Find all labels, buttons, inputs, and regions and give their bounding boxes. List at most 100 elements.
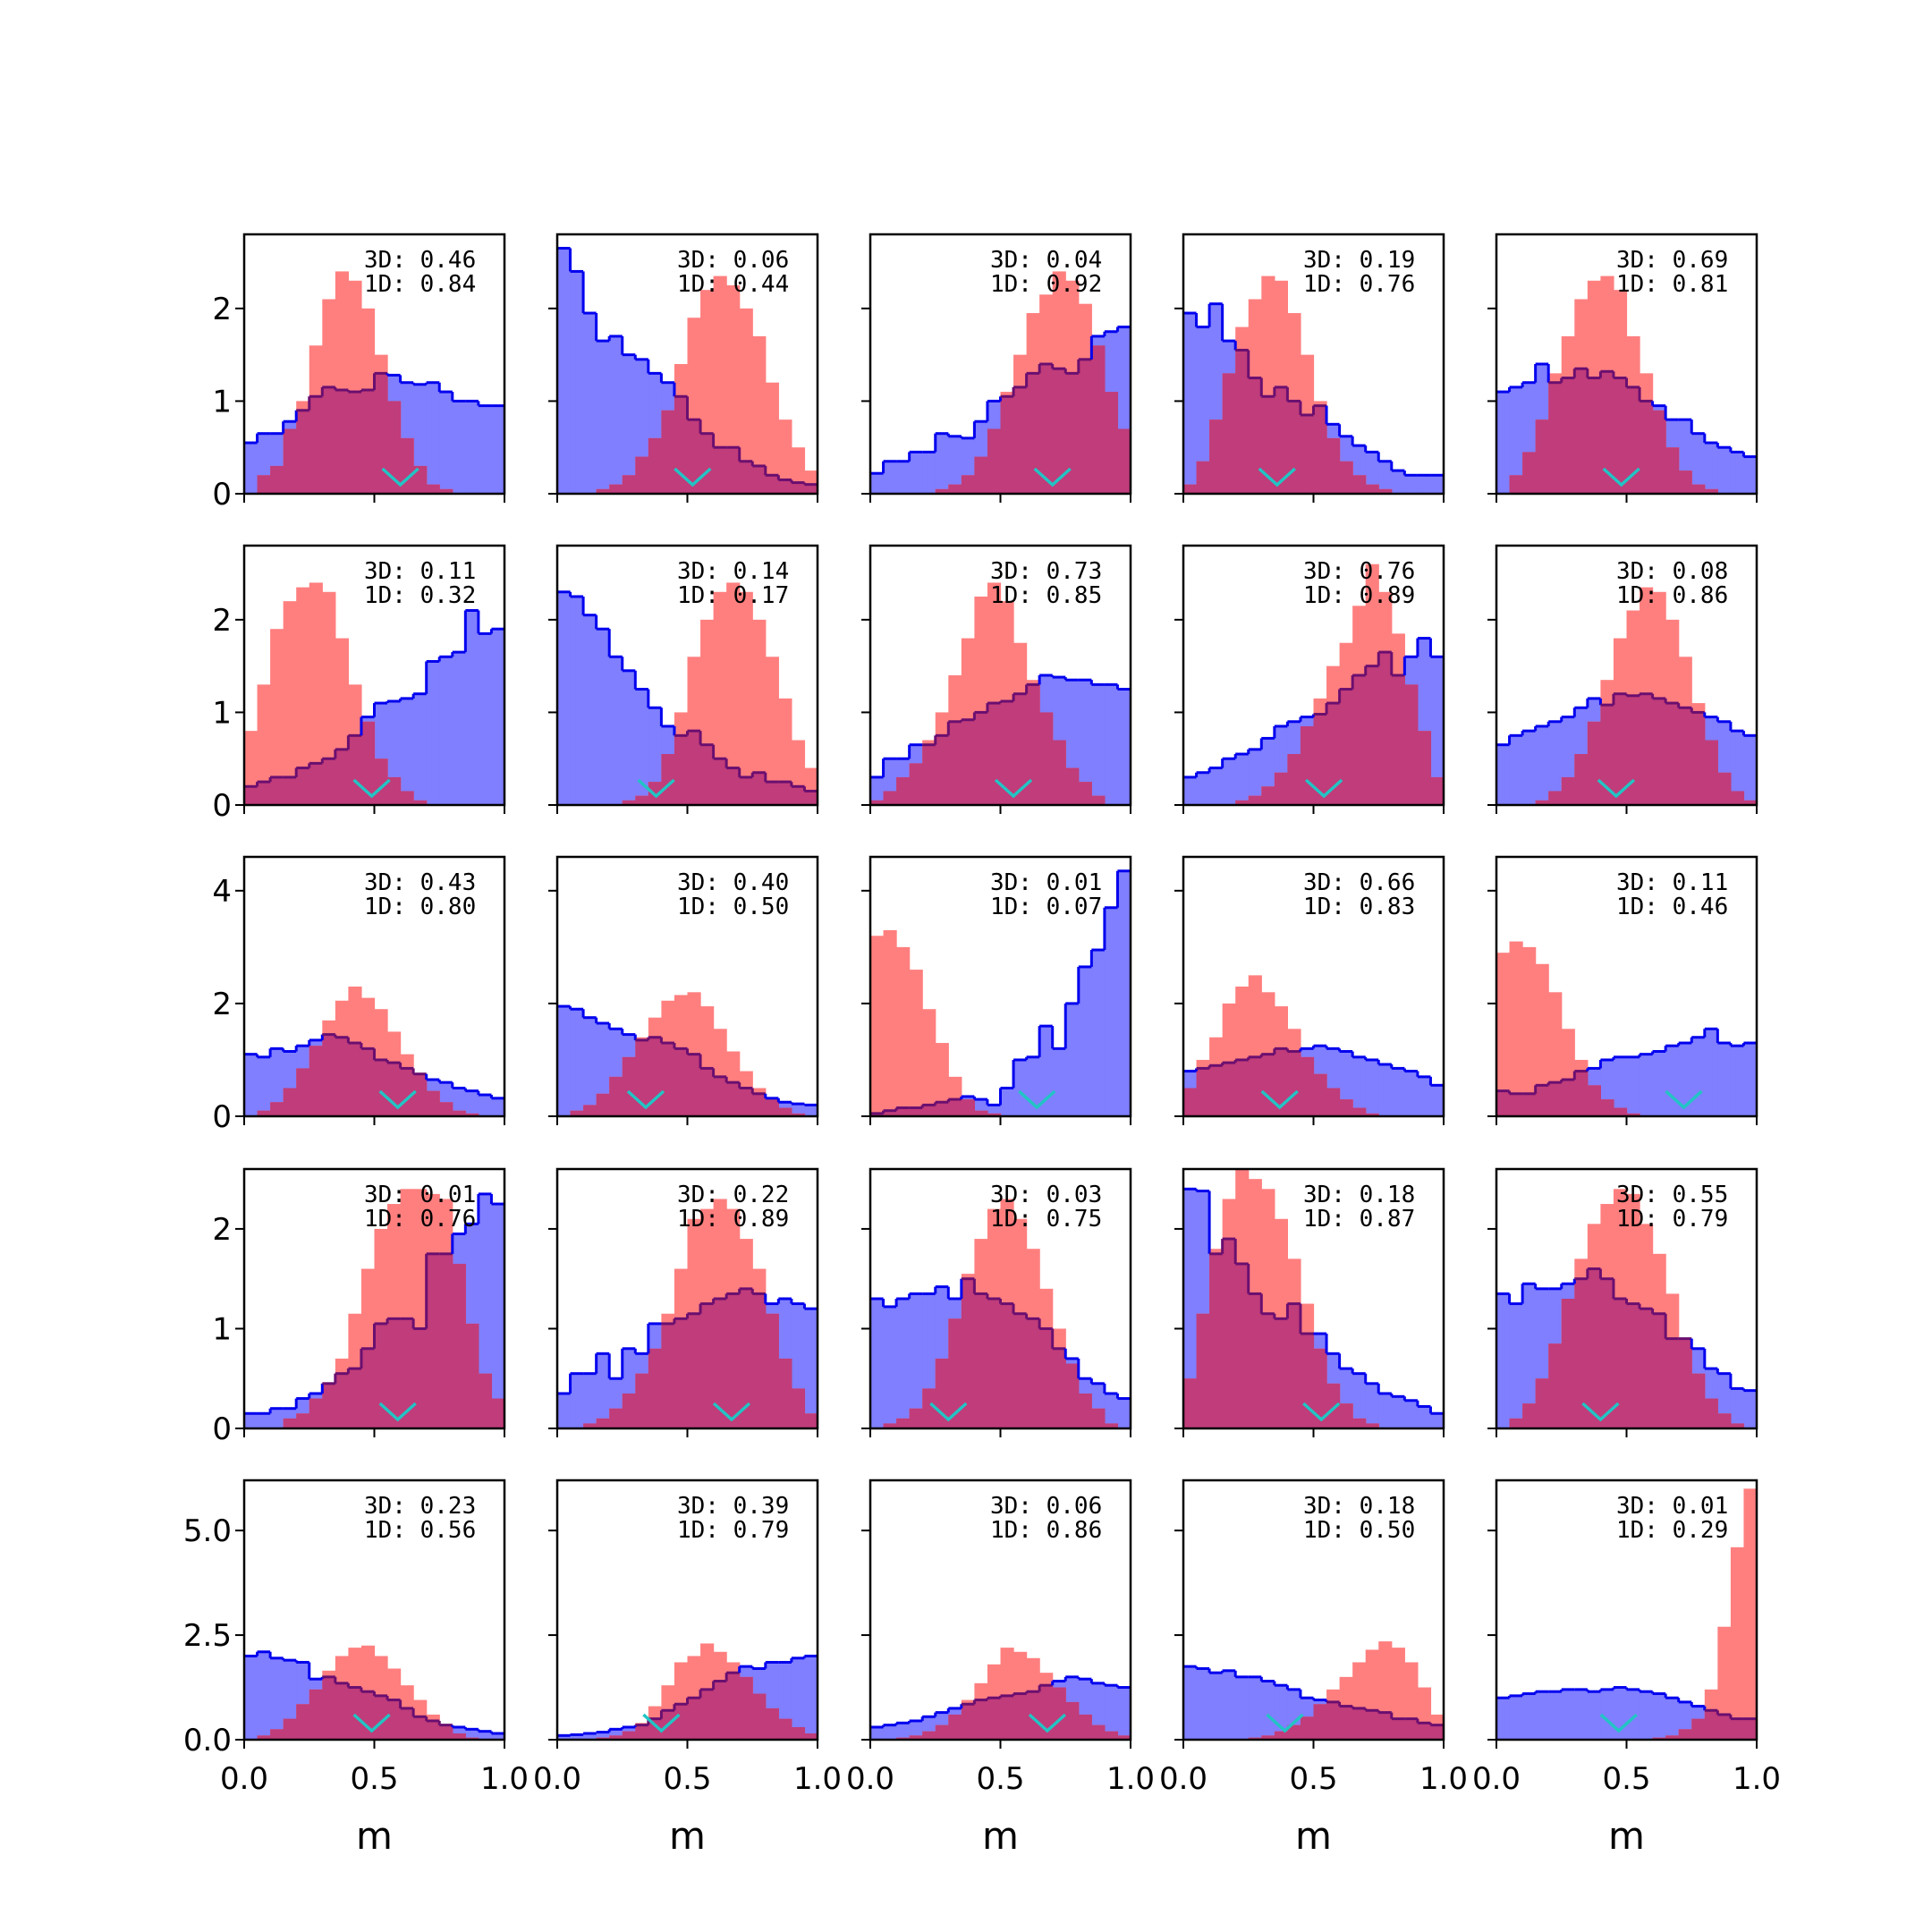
blue-bar <box>1496 392 1511 494</box>
overlap-bar <box>778 1107 792 1116</box>
overlap-bar <box>1078 1714 1092 1740</box>
overlap-bar <box>987 1113 1002 1116</box>
overlap-bar <box>1065 1701 1080 1740</box>
overlap-bar <box>322 1383 336 1428</box>
overlap-bar <box>1561 1299 1575 1428</box>
blue-bar <box>596 1022 610 1116</box>
blue-bar <box>791 1104 806 1116</box>
red-bar <box>1522 946 1537 1116</box>
overlap-bar <box>791 786 806 805</box>
mode-marker <box>929 1402 968 1422</box>
overlap-bar <box>609 1076 623 1116</box>
overlap-bar <box>726 1082 741 1116</box>
x-tick-label: 0.0 <box>1159 1761 1208 1797</box>
overlap-bar <box>1287 1303 1301 1428</box>
overlap-bar <box>348 1043 362 1116</box>
overlap-bar <box>452 1733 466 1740</box>
blue-bar <box>1248 1676 1262 1740</box>
overlap-bar <box>1535 800 1549 805</box>
y-tick-label: 0.0 <box>183 1723 232 1758</box>
blue-bar <box>557 1006 572 1116</box>
overlap-bar <box>413 1716 428 1740</box>
blue-bar <box>413 693 428 805</box>
overlap-bar <box>1000 396 1014 494</box>
overlap-bar <box>713 758 727 805</box>
overlap-bar <box>1352 675 1367 805</box>
overlap-bar <box>1613 377 1628 494</box>
mode-marker <box>378 1402 417 1422</box>
overlap-bar <box>360 721 376 805</box>
overlap-bar <box>713 1681 727 1740</box>
overlap-bar <box>1587 721 1601 805</box>
overlap-bar <box>1000 1303 1014 1428</box>
blue-bar <box>1613 1056 1628 1116</box>
overlap-bar <box>1052 1348 1066 1428</box>
overlap-bar <box>270 776 284 805</box>
red-bar <box>752 335 767 494</box>
mode-marker <box>1304 778 1343 799</box>
mode-marker <box>1602 467 1640 487</box>
annotation-1d: 1D: 0.92 <box>990 271 1102 298</box>
annotation-1d: 1D: 0.79 <box>1616 1206 1728 1233</box>
overlap-bar <box>1704 740 1718 805</box>
red-bar <box>922 1009 936 1116</box>
overlap-bar <box>1183 1378 1198 1428</box>
mode-marker <box>637 778 675 799</box>
blue-bar <box>1417 1076 1432 1116</box>
overlap-bar <box>1300 725 1315 805</box>
mode-marker <box>1028 1713 1067 1733</box>
annotation-3d: 3D: 0.39 <box>677 1493 789 1520</box>
overlap-bar <box>400 1318 414 1428</box>
overlap-bar <box>1117 428 1131 494</box>
annotation-1d: 1D: 0.87 <box>1303 1206 1415 1233</box>
overlap-bar <box>635 1039 649 1116</box>
blue-bar <box>1548 1691 1563 1740</box>
blue-bar <box>570 596 584 805</box>
x-tick-label: 0.5 <box>663 1761 711 1797</box>
overlap-bar <box>1104 392 1119 494</box>
blue-bar <box>1365 1383 1379 1428</box>
overlap-bar <box>739 1288 753 1428</box>
overlap-bar <box>1222 1063 1236 1116</box>
blue-bar <box>635 689 649 805</box>
mode-marker <box>1599 1713 1638 1733</box>
overlap-bar <box>309 1689 323 1740</box>
overlap-bar <box>1091 1724 1106 1740</box>
overlap-bar <box>348 392 362 494</box>
mode-marker <box>1597 778 1636 799</box>
overlap-bar <box>1509 475 1523 494</box>
x-tick-label: 0.0 <box>1472 1761 1521 1797</box>
blue-bar <box>1717 447 1732 494</box>
blue-bar <box>909 452 923 494</box>
blue-bar <box>400 698 414 805</box>
overlap-bar <box>257 1110 271 1116</box>
overlap-bar <box>987 428 1002 494</box>
overlap-bar <box>948 1714 962 1740</box>
overlap-bar <box>1183 484 1198 494</box>
overlap-bar <box>1287 1051 1301 1116</box>
overlap-bar <box>1509 1093 1523 1116</box>
overlap-bar <box>922 1731 936 1740</box>
overlap-bar <box>922 744 936 805</box>
mode-marker <box>1581 1402 1620 1422</box>
overlap-bar <box>257 782 271 805</box>
x-tick-label: 1.0 <box>793 1761 842 1797</box>
blue-bar <box>557 1735 572 1740</box>
overlap-bar <box>726 447 741 494</box>
blue-bar <box>257 1651 271 1740</box>
overlap-bar <box>1013 1693 1028 1740</box>
overlap-bar <box>374 373 388 494</box>
y-tick-label: 2 <box>212 1212 232 1248</box>
overlap-bar <box>1339 1706 1353 1740</box>
blue-bar <box>791 1657 806 1740</box>
red-bar <box>1391 1648 1405 1740</box>
overlap-bar <box>974 456 988 494</box>
overlap-bar <box>1339 1099 1353 1116</box>
blue-bar <box>1430 475 1445 494</box>
blue-bar <box>244 1656 258 1740</box>
overlap-bar <box>1626 695 1640 805</box>
